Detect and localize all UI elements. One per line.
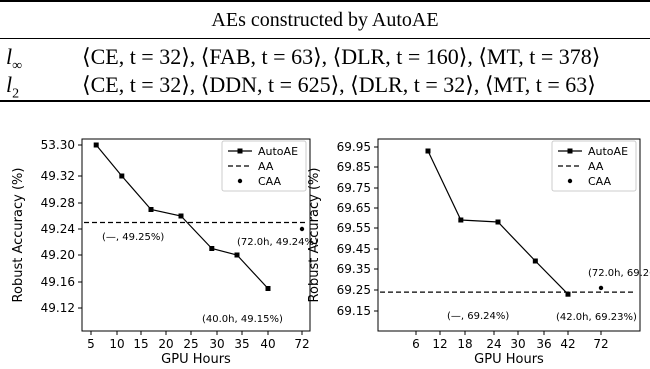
- autoae-point: [234, 252, 240, 258]
- x-tick-label: 5: [87, 337, 95, 351]
- y-tick-label: 49.28: [41, 196, 75, 210]
- legend-swatch-caa: [237, 178, 243, 184]
- y-tick-label: 49.24: [41, 222, 75, 236]
- norm-label: l∞: [6, 44, 66, 74]
- y-tick-label: 69.15: [337, 304, 371, 318]
- x-tick-label: 72: [294, 337, 309, 351]
- legend-label: AutoAE: [588, 145, 628, 158]
- autoae-point: [148, 207, 154, 212]
- data-annotation: (72.0h, 49.24%): [237, 237, 318, 248]
- autoae-point: [565, 291, 571, 297]
- caa-point: [299, 226, 305, 232]
- y-tick-label: 69.55: [337, 221, 371, 235]
- legend-label: AutoAE: [258, 145, 298, 158]
- y-axis-label: Robust Accuracy (%): [307, 168, 322, 303]
- x-tick-label: 30: [510, 337, 525, 351]
- legend-label: CAA: [588, 175, 612, 188]
- row-content: ⟨CE, t = 32⟩, ⟨DDN, t = 625⟩, ⟨DLR, t = …: [82, 72, 596, 97]
- y-tick-label: 69.25: [337, 283, 371, 297]
- y-tick-label: 69.75: [337, 181, 371, 195]
- legend-marker-autoae: [567, 148, 573, 154]
- legend-box: [551, 140, 637, 192]
- x-tick-label: 24: [486, 337, 501, 351]
- x-tick-label: 12: [432, 337, 447, 351]
- x-axis-label: GPU Hours: [474, 352, 544, 367]
- legend-box: [221, 140, 307, 192]
- chart-legend: [551, 140, 637, 192]
- norm-symbol: l: [6, 72, 13, 97]
- y-axis-label: Robust Accuracy (%): [11, 168, 26, 303]
- x-tick-label: 6: [412, 337, 420, 351]
- autoae-point: [209, 246, 215, 251]
- plot-frame: [377, 138, 641, 332]
- legend-label: CAA: [258, 175, 282, 188]
- autoae-point: [458, 217, 464, 223]
- y-tick-label: 69.45: [337, 242, 371, 256]
- autoae-point: [495, 219, 501, 225]
- x-tick-label: 72: [593, 337, 608, 351]
- x-tick-label: 35: [234, 337, 249, 351]
- table-top-rule: [0, 0, 650, 2]
- data-annotation: (—, 49.25%): [102, 232, 164, 243]
- norm-label: l2: [6, 72, 66, 102]
- y-tick-label: 49.12: [41, 301, 75, 315]
- y-tick-label: 49.20: [41, 248, 75, 262]
- y-tick-label: 49.32: [41, 169, 75, 183]
- chart-panel-1: [78, 138, 311, 335]
- legend-label: AA: [258, 160, 274, 173]
- legend-swatch-caa: [567, 178, 573, 184]
- norm-subscript: 2: [12, 86, 20, 102]
- table-mid-rule: [0, 38, 650, 39]
- table-caption: AEs constructed by AutoAE: [211, 9, 439, 31]
- legend-marker-autoae: [237, 148, 243, 154]
- autoae-point: [425, 148, 431, 154]
- x-axis-label: GPU Hours: [161, 352, 231, 367]
- norm-subscript: ∞: [12, 58, 23, 74]
- norm-symbol: l: [6, 44, 13, 69]
- y-tick-label: 69.85: [337, 160, 371, 174]
- x-tick-label: 15: [133, 337, 148, 351]
- x-tick-label: 18: [457, 337, 472, 351]
- chart-legend: [221, 140, 307, 192]
- y-tick-label: 69.95: [337, 140, 371, 154]
- data-annotation: (—, 69.24%): [447, 311, 509, 322]
- x-tick-label: 42: [560, 337, 575, 351]
- data-annotation: (72.0h, 69.26%): [588, 268, 650, 279]
- legend-label: AA: [588, 160, 604, 173]
- autoae-point: [178, 213, 184, 219]
- autoae-point: [265, 286, 271, 291]
- table-bottom-rule: [0, 100, 650, 102]
- autoae-point: [93, 142, 99, 148]
- y-tick-label: 69.35: [337, 262, 371, 276]
- x-tick-label: 36: [536, 337, 551, 351]
- x-tick-label: 10: [109, 337, 124, 351]
- x-tick-label: 25: [183, 337, 198, 351]
- x-tick-label: 20: [158, 337, 173, 351]
- autoae-point: [532, 258, 538, 264]
- caa-point: [598, 285, 604, 291]
- data-annotation: (40.0h, 49.15%): [202, 314, 283, 325]
- aes-table: AEs constructed by AutoAE l∞ ⟨CE, t = 32…: [0, 0, 650, 130]
- data-annotation: (42.0h, 69.23%): [556, 312, 637, 323]
- chart-panel-2: [374, 138, 641, 335]
- y-tick-label: 53.30: [41, 138, 75, 152]
- y-tick-label: 49.16: [41, 275, 75, 289]
- x-tick-label: 40: [260, 337, 275, 351]
- plot-frame: [81, 138, 311, 332]
- y-tick-label: 69.65: [337, 201, 371, 215]
- x-tick-label: 30: [209, 337, 224, 351]
- row-content: ⟨CE, t = 32⟩, ⟨FAB, t = 63⟩, ⟨DLR, t = 1…: [82, 44, 601, 69]
- charts-figure: 53.30 49.32 49.28 49.24 49.20 49.16 49.12 5 10 15…: [11, 138, 650, 367]
- autoae-point: [119, 173, 125, 179]
